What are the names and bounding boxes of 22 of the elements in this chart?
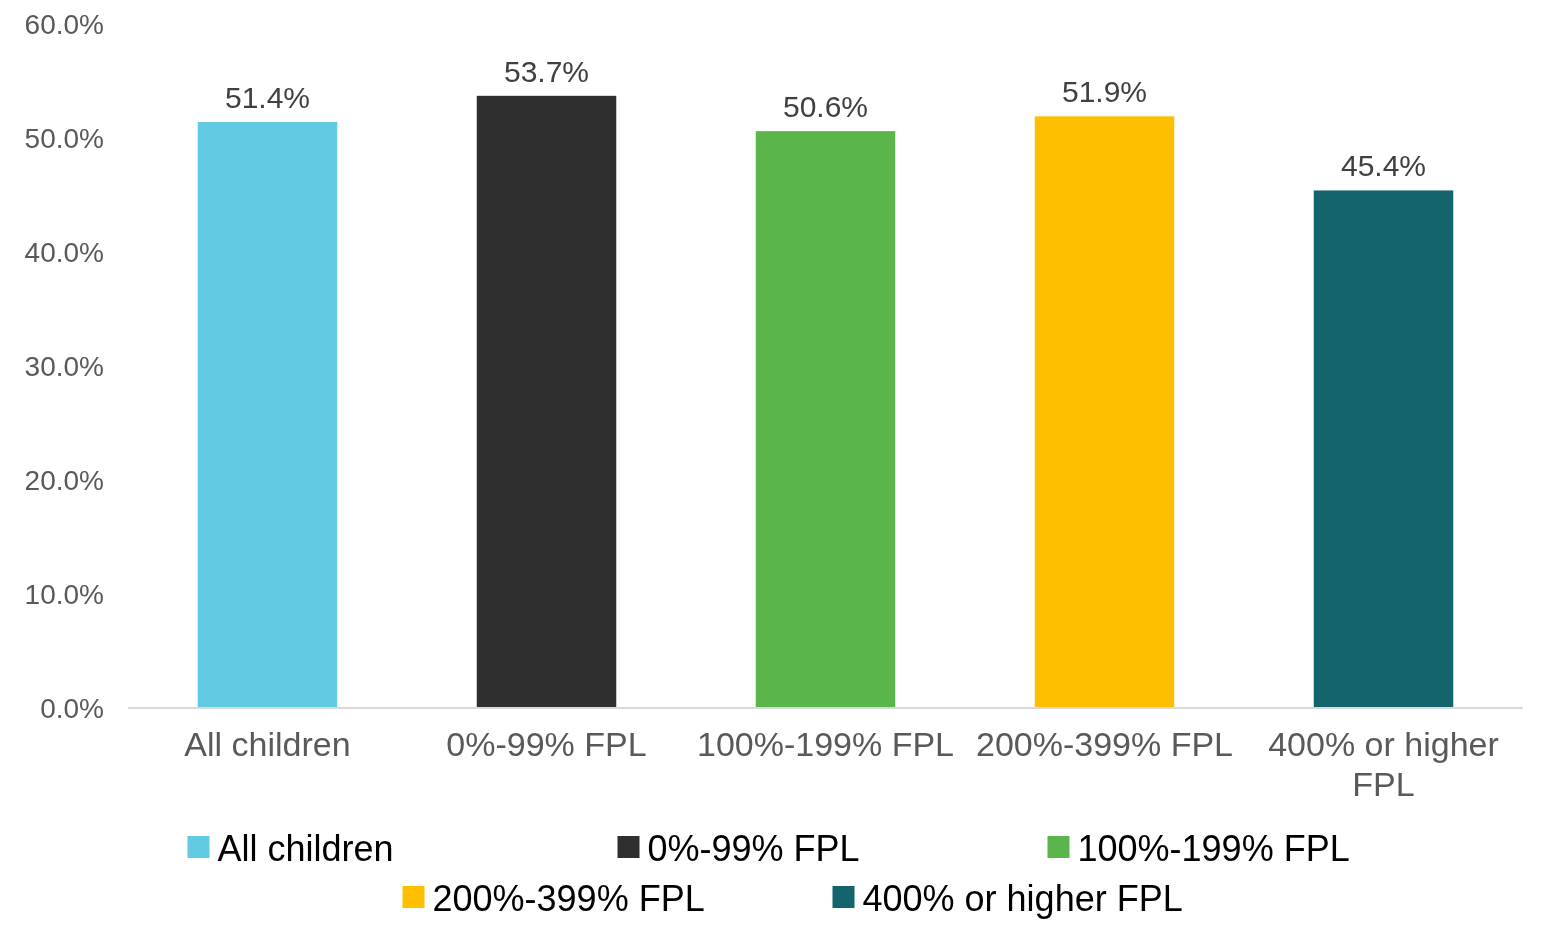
y-tick-label: 20.0% bbox=[24, 464, 104, 496]
data-label: 50.6% bbox=[782, 90, 869, 124]
y-tick-label: 30.0% bbox=[24, 350, 104, 382]
y-tick-label: 40.0% bbox=[24, 236, 104, 268]
y-tick-label: 50.0% bbox=[24, 122, 104, 154]
x-tick-label: 100%-199% FPL bbox=[696, 725, 955, 763]
data-label: 51.9% bbox=[1061, 75, 1148, 109]
legend-label: 100%-199% FPL bbox=[1077, 827, 1350, 869]
y-tick-label: 0.0% bbox=[40, 692, 104, 724]
data-label: 45.4% bbox=[1340, 149, 1427, 183]
x-tick-label: 400% or higher FPL bbox=[1268, 725, 1499, 803]
legend-label: All children bbox=[217, 827, 394, 869]
y-tick-label: 60.0% bbox=[24, 8, 104, 40]
x-tick-label: 200%-399% FPL bbox=[975, 725, 1234, 763]
data-label: 51.4% bbox=[224, 81, 311, 115]
legend-label: 400% or higher FPL bbox=[862, 877, 1183, 919]
legend-label: 200%-399% FPL bbox=[432, 877, 705, 919]
data-label: 53.7% bbox=[503, 54, 590, 88]
x-tick-label: All children bbox=[184, 725, 351, 763]
legend-label: 0%-99% FPL bbox=[647, 827, 860, 869]
y-tick-label: 10.0% bbox=[24, 578, 104, 610]
x-tick-label: 0%-99% FPL bbox=[446, 725, 647, 763]
